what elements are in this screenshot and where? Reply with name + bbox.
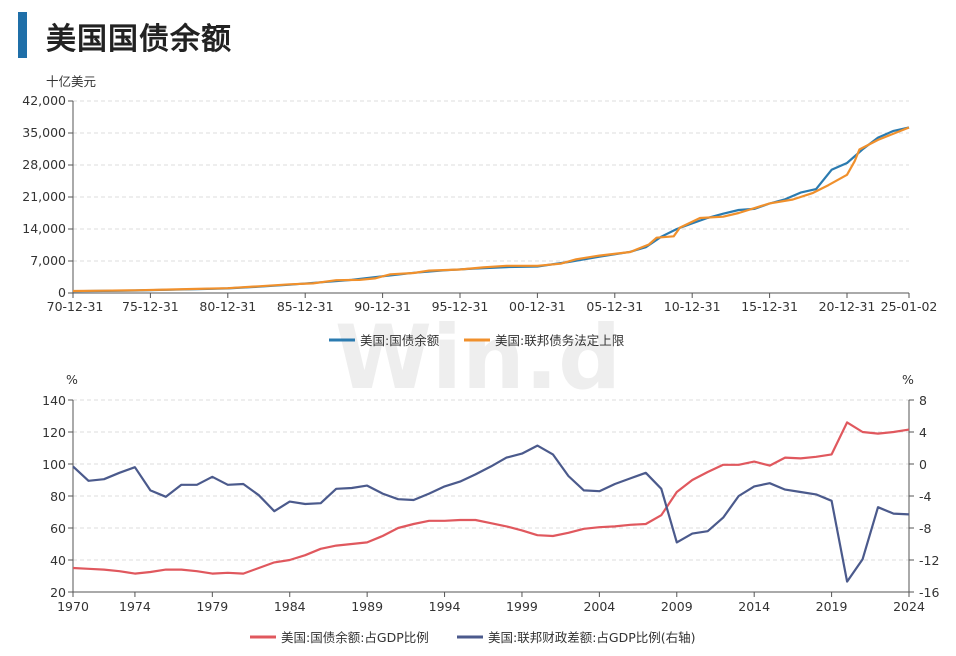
legend-label: 美国:国债余额:占GDP比例 <box>281 630 429 645</box>
title-accent-bar <box>18 12 27 58</box>
series-line-debt-limit <box>72 126 910 293</box>
y-tick-label: 35,000 <box>22 125 66 140</box>
x-tick-label: 1994 <box>429 599 461 614</box>
right-tick-label: -4 <box>919 489 932 504</box>
left-tick-label: 140 <box>42 393 66 408</box>
right-tick-label: -16 <box>919 585 939 600</box>
x-tick-label: 10-12-31 <box>664 299 721 314</box>
y-tick-label: 7,000 <box>30 253 66 268</box>
right-tick-label: 0 <box>919 457 927 472</box>
y-tick-label: 14,000 <box>22 221 66 236</box>
chart-debt-ratio: % % 20 40 60 80 100 120 140 -16 -12 -8 -4 0 4 8 1970… <box>42 372 939 614</box>
right-tick-label: 4 <box>919 425 927 440</box>
left-tick-label: 80 <box>50 489 66 504</box>
x-tick-label: 1984 <box>274 599 306 614</box>
x-tick-label: 2024 <box>893 599 925 614</box>
legend-top-chart: 美国:国债余额 美国:联邦债务法定上限 <box>329 333 625 348</box>
right-tick-label: 8 <box>919 393 927 408</box>
left-tick-label: 100 <box>42 457 66 472</box>
right-tick-label: -8 <box>919 521 932 536</box>
x-tick-label: 00-12-31 <box>509 299 566 314</box>
chart-debt-balance: 十亿美元 0 7,000 14,000 21,000 28,000 35,000 42,00… <box>22 74 937 314</box>
left-tick-label: 60 <box>50 521 66 536</box>
x-tick-label: 95-12-31 <box>432 299 489 314</box>
left-axis-unit-label: % <box>66 372 78 387</box>
left-tick-label: 120 <box>42 425 66 440</box>
x-tick-label: 85-12-31 <box>277 299 334 314</box>
x-tick-label: 80-12-31 <box>199 299 256 314</box>
y-axis-unit-label: 十亿美元 <box>46 74 96 89</box>
x-tick-label: 70-12-31 <box>47 299 104 314</box>
y-tick-label: 42,000 <box>22 93 66 108</box>
watermark-text: Win.d <box>335 306 621 409</box>
x-tick-label: 2004 <box>583 599 615 614</box>
x-tick-label: 2019 <box>816 599 848 614</box>
x-tick-label: 25-01-02 <box>881 299 938 314</box>
x-tick-label: 1979 <box>196 599 228 614</box>
watermark: Win.d <box>335 306 621 409</box>
series-line-debt-gdp-ratio <box>72 421 910 575</box>
x-tick-label: 15-12-31 <box>741 299 798 314</box>
x-tick-label: 1999 <box>506 599 538 614</box>
x-tick-label: 2014 <box>738 599 770 614</box>
left-tick-label: 20 <box>50 585 66 600</box>
y-tick-label: 28,000 <box>22 157 66 172</box>
x-tick-label: 20-12-31 <box>819 299 876 314</box>
x-tick-label: 05-12-31 <box>586 299 643 314</box>
series-line-deficit-gdp-ratio <box>72 444 910 583</box>
right-tick-label: -12 <box>919 553 939 568</box>
right-axis-unit-label: % <box>902 372 914 387</box>
x-tick-label: 1989 <box>351 599 383 614</box>
x-tick-label: 1974 <box>119 599 151 614</box>
x-tick-label: 1970 <box>57 599 89 614</box>
legend-label: 美国:国债余额 <box>360 333 440 348</box>
y-tick-label: 0 <box>58 285 66 300</box>
x-tick-label: 90-12-31 <box>354 299 411 314</box>
legend-label: 美国:联邦债务法定上限 <box>495 333 625 348</box>
legend-bottom-chart: 美国:国债余额:占GDP比例 美国:联邦财政差额:占GDP比例(右轴) <box>250 630 696 645</box>
legend-label: 美国:联邦财政差额:占GDP比例(右轴) <box>488 630 696 645</box>
x-tick-label: 75-12-31 <box>122 299 179 314</box>
y-tick-label: 21,000 <box>22 189 66 204</box>
x-tick-label: 2009 <box>661 599 693 614</box>
left-tick-label: 40 <box>50 553 66 568</box>
page-title: 美国国债余额 <box>46 22 232 57</box>
